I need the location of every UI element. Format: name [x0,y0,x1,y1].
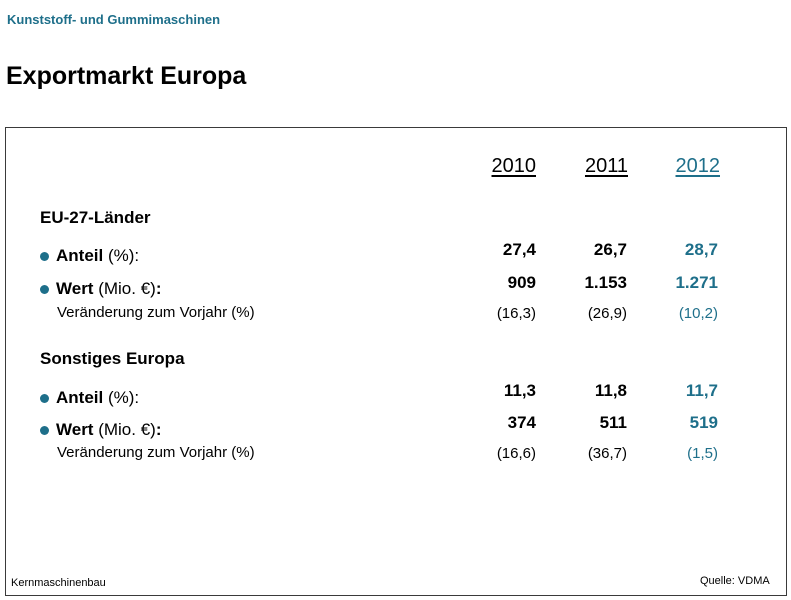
content-frame [5,127,787,596]
row-label-anteil-bold: Anteil [56,246,104,265]
page-title: Exportmarkt Europa [6,62,247,90]
year-header-2011: 2011 [584,155,628,177]
value-cell: (26,9) [587,305,627,322]
value-cell: (10,2) [678,305,718,322]
value-cell: 26,7 [593,240,627,259]
row-label-change: Veränderung zum Vorjahr (%) [57,444,255,461]
value-cell: 28,7 [684,240,718,259]
row-label-wert-mid: (Mio. €) [93,279,156,298]
value-cell: 11,7 [685,381,718,400]
value-cell: (36,7) [587,445,627,462]
row-label-wert-mid: (Mio. €) [93,420,156,439]
value-cell: 11,8 [594,381,627,400]
bullet-icon [40,425,49,435]
section-title-sonstiges: Sonstiges Europa [40,349,185,368]
slide-kicker: Kunststoff- und Gummimaschinen [7,12,221,27]
value-cell: 909 [507,273,536,292]
source-note: Quelle: VDMA [700,575,770,587]
value-cell: 27,4 [502,240,536,259]
value-cell: 511 [599,413,627,432]
value-cell: (16,6) [496,445,536,462]
value-cell: 11,3 [503,381,536,400]
bullet-icon [40,284,49,294]
year-header-2010: 2010 [491,155,537,177]
footer-label: Kernmaschinenbau [11,577,106,589]
row-label-anteil: Anteil (%): [40,246,139,266]
year-header-2012: 2012 [675,155,721,177]
bullet-icon [40,251,49,261]
value-cell: 1.271 [675,273,718,292]
value-cell: 519 [689,413,718,432]
section-title-eu27: EU-27-Länder [40,208,151,227]
row-label-anteil-rest: (%): [103,246,140,265]
bullet-icon [40,393,49,403]
value-cell: 374 [507,413,536,432]
row-label-wert: Wert (Mio. €) : [40,279,162,299]
row-label-wert-end: : [155,279,162,298]
row-label-anteil-bold: Anteil [56,388,104,407]
row-label-change: Veränderung zum Vorjahr (%) [57,304,255,321]
row-label-wert-bold: Wert [56,420,94,439]
row-label-anteil: Anteil (%): [40,388,139,408]
row-label-wert-bold: Wert [56,279,94,298]
row-label-wert-end: : [155,420,162,439]
value-cell: 1.153 [584,273,627,292]
row-label-anteil-rest: (%): [103,388,140,407]
value-cell: (1,5) [687,445,718,462]
value-cell: (16,3) [496,305,536,322]
row-label-wert: Wert (Mio. €) : [40,420,162,440]
